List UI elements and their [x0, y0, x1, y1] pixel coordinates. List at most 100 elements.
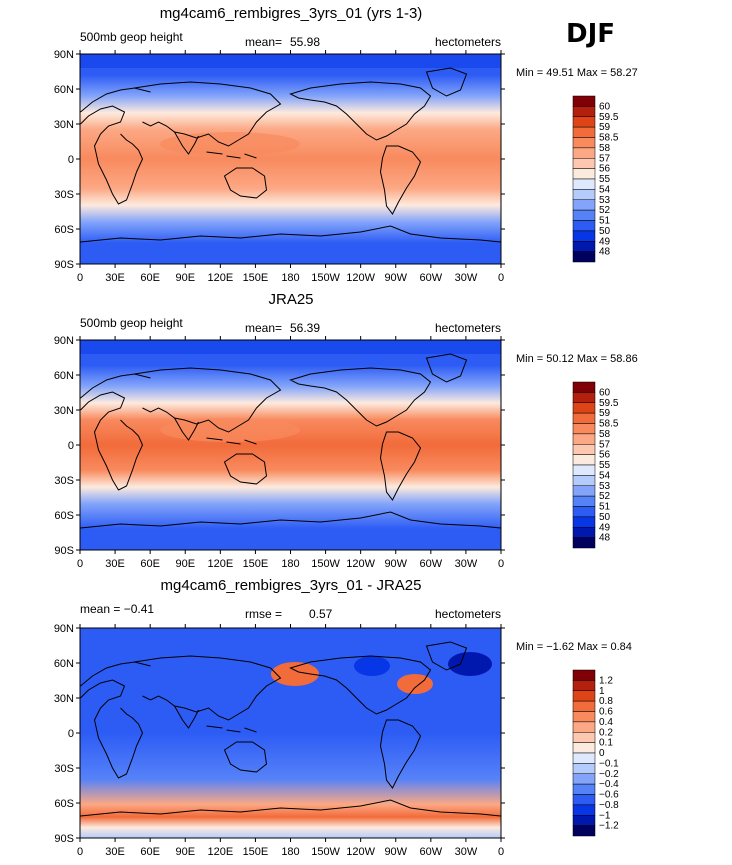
- panel-right-label: hectometers: [435, 607, 501, 621]
- x-tick-label: 90W: [384, 558, 407, 570]
- y-tick-label: 90S: [54, 259, 74, 271]
- y-tick-label: 90N: [54, 623, 74, 635]
- colorbar-box: [572, 230, 596, 242]
- colorbar-label: 55: [599, 460, 611, 471]
- y-tick-label: 90N: [54, 335, 74, 347]
- colorbar-label: −0.4: [599, 779, 619, 790]
- panel-right-label: hectometers: [435, 321, 501, 335]
- map-feature: [80, 340, 501, 354]
- colorbar-box: [572, 804, 596, 816]
- colorbar-box: [572, 106, 596, 117]
- colorbar-label: 53: [599, 481, 611, 492]
- colorbar-box: [572, 199, 596, 211]
- x-tick-label: 180: [281, 558, 299, 570]
- x-tick-label: 30W: [455, 846, 478, 858]
- x-tick-label: 60E: [140, 846, 160, 858]
- colorbar-box: [572, 444, 596, 455]
- map-feature: [80, 54, 501, 68]
- colorbar-label: 58: [599, 429, 611, 440]
- panel-center-label: mean=: [245, 321, 282, 335]
- colorbar-label: 59: [599, 122, 611, 133]
- y-tick-label: 60S: [54, 510, 74, 522]
- y-tick-label: 60S: [54, 224, 74, 236]
- colorbar-box: [572, 794, 596, 806]
- colorbar-box: [572, 485, 596, 497]
- colorbar-label: 0.4: [599, 717, 613, 728]
- y-tick-label: 30S: [54, 763, 74, 775]
- colorbar-label: 58.5: [599, 419, 619, 430]
- x-tick-label: 0: [77, 558, 83, 570]
- panel-center-value: 0.57: [309, 607, 333, 621]
- x-tick-label: 150W: [311, 558, 340, 570]
- panel-left-label: mean = −0.41: [80, 602, 154, 616]
- y-tick-label: 0: [68, 728, 74, 740]
- colorbar-label: −1: [599, 810, 611, 821]
- colorbar-label: −0.2: [599, 769, 619, 780]
- min-max-label: Min = 50.12 Max = 58.86: [516, 353, 638, 365]
- colorbar-label: 53: [599, 195, 611, 206]
- colorbar-box: [572, 680, 596, 691]
- colorbar-box: [572, 527, 596, 538]
- colorbar-box: [572, 537, 596, 549]
- colorbar-label: 57: [599, 153, 611, 164]
- colorbar-box: [572, 433, 596, 445]
- colorbar-box: [572, 506, 596, 518]
- x-tick-label: 90W: [384, 272, 407, 284]
- colorbar-label: 48: [599, 533, 611, 544]
- x-tick-label: 60W: [420, 846, 443, 858]
- anomaly-negative: [448, 652, 492, 676]
- colorbar-box: [572, 516, 596, 528]
- colorbar-box: [572, 495, 596, 507]
- x-tick-label: 0: [77, 846, 83, 858]
- panel-title: mg4cam6_rembigres_3yrs_01 (yrs 1-3): [160, 5, 423, 22]
- colorbar-label: 56: [599, 450, 611, 461]
- y-tick-label: 0: [68, 154, 74, 166]
- x-tick-label: 120W: [346, 558, 375, 570]
- x-tick-label: 150W: [311, 272, 340, 284]
- colorbar-box: [572, 783, 596, 795]
- colorbar-box: [572, 95, 596, 107]
- x-tick-label: 90W: [384, 846, 407, 858]
- panel-center-label: rmse =: [245, 607, 282, 621]
- x-tick-label: 120E: [207, 846, 233, 858]
- y-tick-label: 60S: [54, 798, 74, 810]
- y-tick-label: 60N: [54, 84, 74, 96]
- colorbar-label: −1.2: [599, 821, 619, 832]
- colorbar-box: [572, 700, 596, 712]
- colorbar-label: 54: [599, 470, 611, 481]
- x-tick-label: 0: [498, 558, 504, 570]
- panel-1: mg4cam6_rembigres_3yrs_01 (yrs 1-3) 500mb…: [54, 5, 638, 284]
- colorbar-label: −0.8: [599, 800, 619, 811]
- colorbar-label: 58.5: [599, 133, 619, 144]
- map-field: [80, 340, 501, 550]
- colorbar-label: 1: [599, 686, 605, 697]
- panel-left-label: 500mb geop height: [80, 30, 183, 44]
- colorbar-box: [572, 189, 596, 200]
- colorbar-label: 0.6: [599, 707, 613, 718]
- colorbar-label: 60: [599, 101, 611, 112]
- colorbar-box: [572, 669, 596, 681]
- x-tick-label: 30W: [455, 272, 478, 284]
- x-tick-label: 60E: [140, 558, 160, 570]
- colorbar-box: [572, 402, 596, 414]
- y-tick-label: 30S: [54, 475, 74, 487]
- colorbar-label: 0: [599, 748, 605, 759]
- panel-right-label: hectometers: [435, 35, 501, 49]
- y-tick-label: 60N: [54, 370, 74, 382]
- colorbar-label: 0.8: [599, 696, 613, 707]
- x-tick-label: 30E: [105, 558, 125, 570]
- colorbar-box: [572, 763, 596, 774]
- y-tick-label: 30N: [54, 119, 74, 131]
- colorbar-label: 0.1: [599, 738, 613, 749]
- colorbar-label: 58: [599, 143, 611, 154]
- y-tick-label: 30N: [54, 693, 74, 705]
- x-tick-label: 30E: [105, 272, 125, 284]
- y-tick-label: 90S: [54, 545, 74, 557]
- panel-2: JRA25 500mb geop height mean= 56.39 hectomet…: [54, 291, 638, 570]
- x-tick-label: 180: [281, 846, 299, 858]
- x-tick-label: 90E: [175, 272, 195, 284]
- colorbar-label: 60: [599, 387, 611, 398]
- x-tick-label: 150E: [243, 846, 269, 858]
- colorbar-box: [572, 752, 596, 764]
